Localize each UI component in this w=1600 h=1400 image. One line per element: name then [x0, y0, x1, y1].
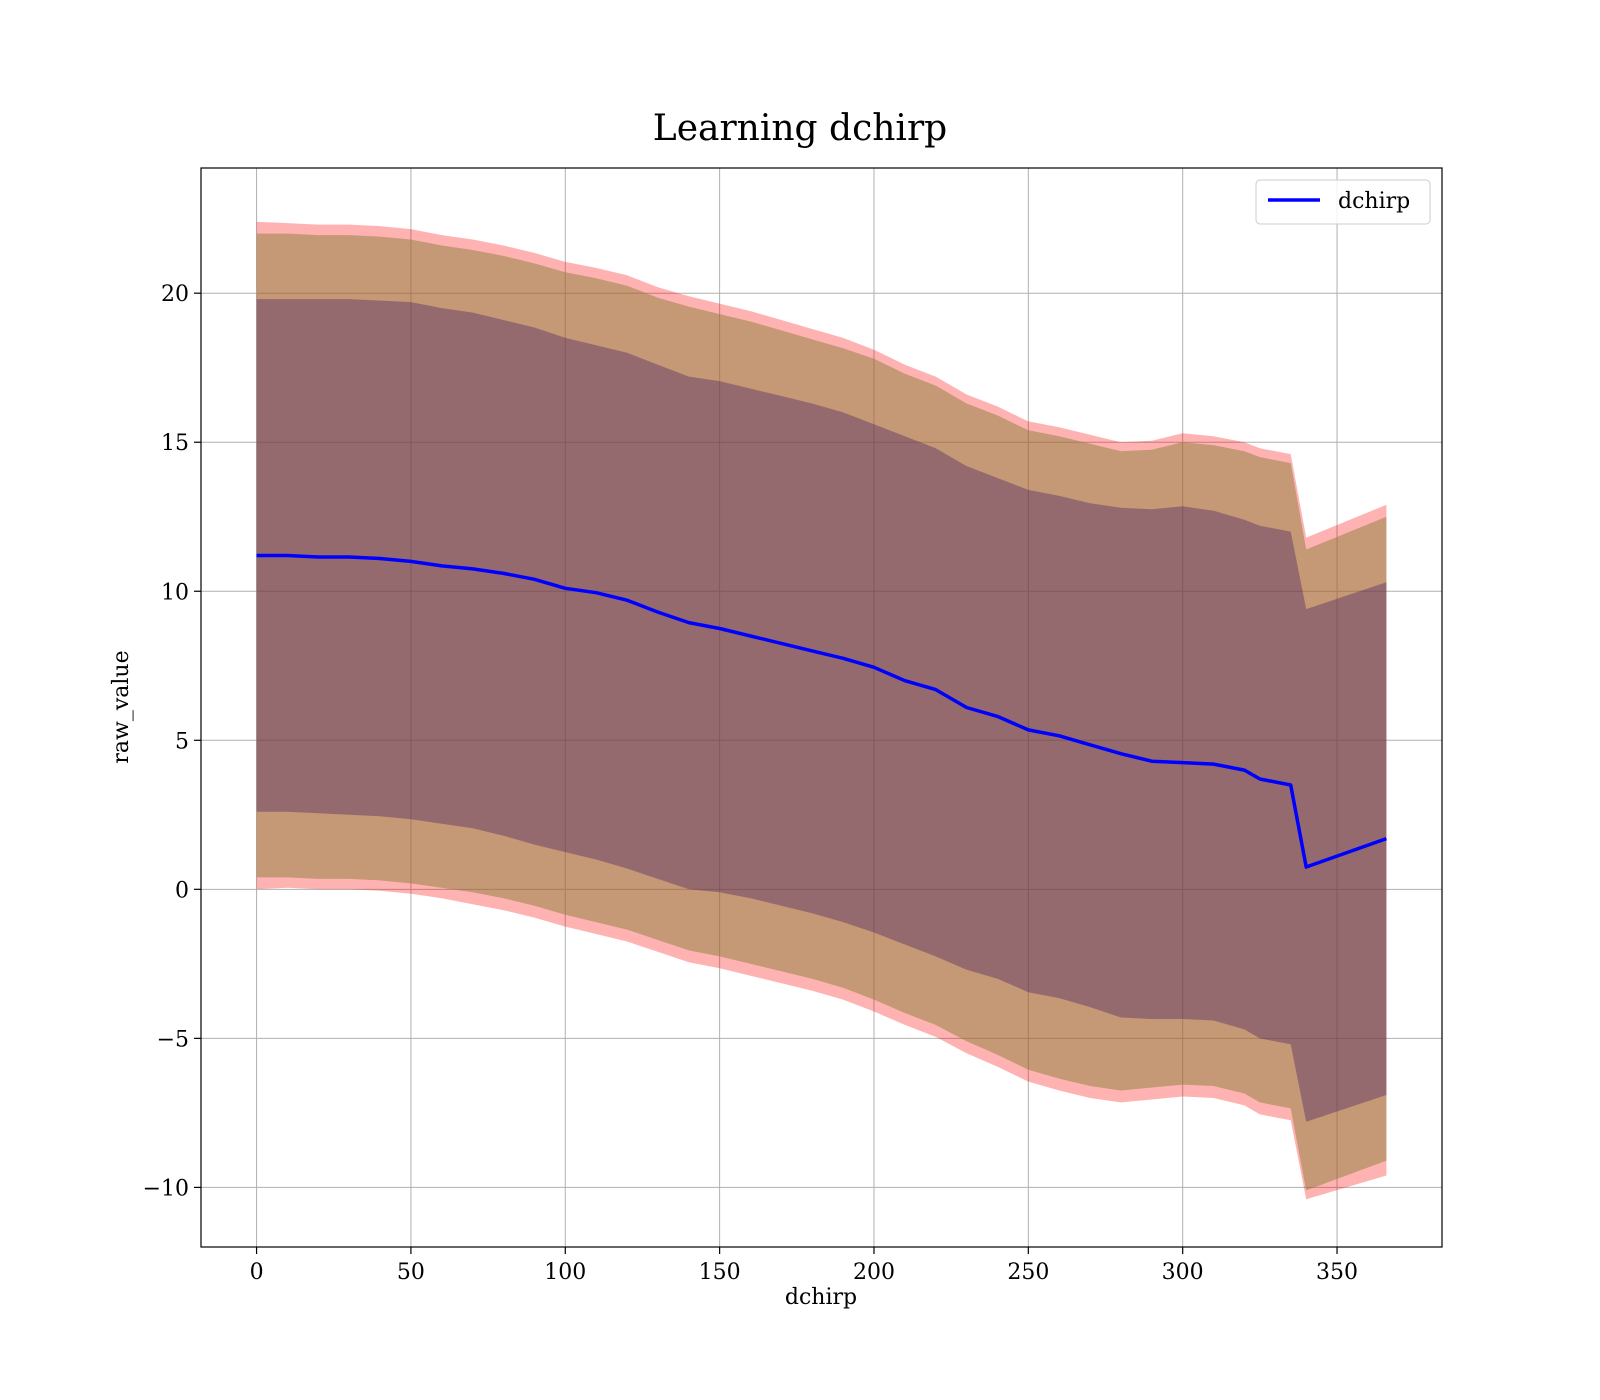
y-tick-label: 15: [161, 431, 189, 456]
plot-area-frame: [200, 167, 1443, 1248]
x-tick-label: 250: [1007, 1260, 1049, 1285]
legend-label: dchirp: [1338, 189, 1410, 214]
chart-title: Learning dchirp: [653, 108, 947, 149]
x-tick-label: 0: [250, 1260, 264, 1285]
y-tick-label: 10: [161, 580, 189, 605]
legend-box: [1255, 179, 1431, 225]
confidence-band: [256, 299, 1387, 1122]
x-axis-ticks: 0 50 100 150 200 250 300 350: [250, 1247, 1358, 1285]
x-tick-label: 200: [853, 1260, 895, 1285]
x-tick-label: 300: [1162, 1260, 1204, 1285]
x-tick-label: 150: [699, 1260, 741, 1285]
x-tick-label: 350: [1316, 1260, 1358, 1285]
legend: dchirp: [1255, 179, 1431, 225]
y-tick-label: −10: [143, 1176, 189, 1201]
y-axis-label: raw_value: [109, 650, 134, 763]
confidence-band: [256, 233, 1387, 1191]
series-lines: [256, 553, 1387, 869]
x-tick-label: 50: [397, 1260, 425, 1285]
x-axis-label: dchirp: [785, 1285, 857, 1310]
y-axis-ticks: −10 −5 0 5 10 15 20: [143, 282, 201, 1201]
y-tick-label: 0: [175, 878, 189, 903]
series-line-dchirp: [256, 553, 1387, 869]
confidence-bands: [256, 221, 1387, 1200]
x-tick-label: 100: [544, 1260, 586, 1285]
y-tick-label: 5: [175, 729, 189, 754]
y-tick-label: 20: [161, 282, 189, 307]
y-tick-label: −5: [157, 1027, 189, 1052]
